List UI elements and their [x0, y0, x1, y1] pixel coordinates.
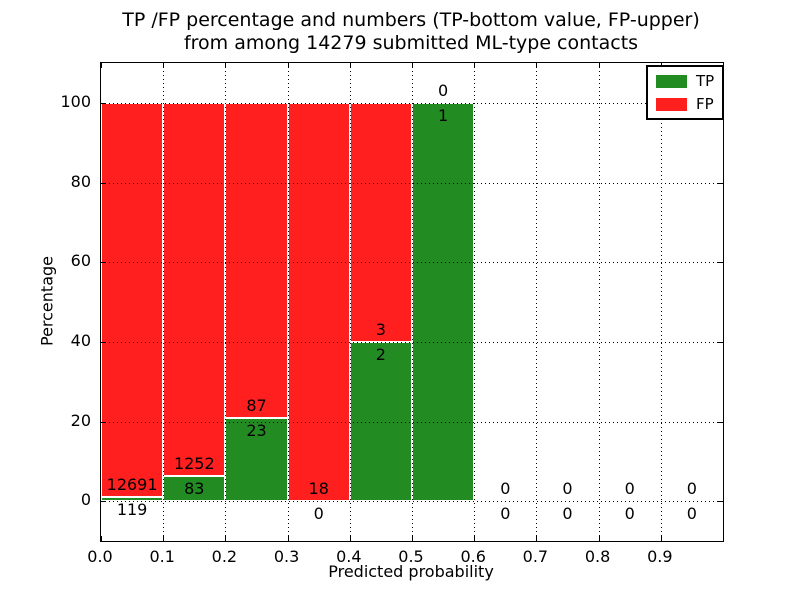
y-tick-mark-left	[101, 102, 106, 104]
fp-count-label: 87	[246, 395, 267, 415]
fp-count-label: 3	[375, 319, 386, 339]
bar-segment-fp	[163, 102, 226, 477]
x-tick-label: 0.5	[398, 547, 424, 566]
x-tick-mark-top	[287, 63, 289, 68]
x-tick-label: 0.9	[647, 547, 673, 566]
bar-segment-fp	[225, 102, 288, 418]
gridline-vertical	[349, 63, 351, 541]
gridline-vertical	[598, 63, 600, 541]
bar-segment-tp	[101, 497, 164, 502]
plot-area: 12691 119 1252 83 87 23 18 0 3 2 0 1 0 0 0 0 0 0 0 0	[100, 62, 724, 542]
x-tick-mark-bottom	[163, 536, 165, 541]
y-tick-label: 40	[70, 330, 91, 350]
tp-count-label: 0	[686, 504, 697, 524]
y-tick-mark-right	[718, 501, 723, 503]
gridline-vertical	[660, 63, 662, 541]
x-tick-label: 0.2	[211, 547, 238, 566]
y-axis-label: Percentage	[37, 255, 57, 347]
x-tick-mark-top	[536, 63, 538, 68]
legend: TP FP	[646, 65, 725, 120]
y-tick-mark-left	[101, 262, 106, 264]
bar-segment-tp	[412, 102, 475, 502]
x-tick-label: 0.1	[149, 547, 175, 566]
gridline-vertical	[474, 63, 476, 541]
x-tick-mark-bottom	[225, 536, 227, 541]
legend-label-fp: FP	[696, 95, 714, 113]
x-tick-mark-top	[474, 63, 476, 68]
x-tick-mark-bottom	[536, 536, 538, 541]
fp-count-label: 0	[686, 479, 697, 499]
fp-count-label: 0	[624, 479, 635, 499]
x-tick-label: 0.0	[87, 547, 113, 566]
x-tick-mark-top	[101, 63, 102, 68]
y-tick-label: 0	[80, 490, 91, 510]
tp-count-label: 0	[562, 504, 573, 524]
fp-count-label: 1252	[173, 454, 215, 474]
x-tick-label: 0.8	[584, 547, 611, 566]
y-tick-mark-right	[718, 182, 723, 184]
tp-count-label: 119	[116, 500, 148, 520]
tp-count-label: 0	[624, 504, 635, 524]
x-tick-mark-bottom	[474, 536, 476, 541]
tp-count-label: 1	[438, 105, 449, 125]
y-tick-label: 100	[60, 91, 91, 111]
y-tick-label: 20	[70, 410, 91, 430]
fp-count-label: 0	[562, 479, 573, 499]
x-tick-mark-bottom	[412, 536, 413, 541]
chart-title: TP /FP percentage and numbers (TP-bottom…	[61, 9, 761, 55]
chart-title-line1: TP /FP percentage and numbers (TP-bottom…	[122, 9, 700, 31]
y-tick-mark-right	[718, 341, 723, 343]
fp-color-swatch	[656, 97, 687, 111]
bar-segment-fp	[101, 102, 164, 498]
tp-count-label: 23	[246, 420, 267, 440]
tp-count-label: 2	[375, 344, 386, 364]
x-axis-label: Predicted probability	[328, 562, 494, 581]
y-tick-mark-left	[101, 501, 106, 503]
x-tick-label: 0.4	[336, 547, 362, 566]
y-tick-mark-left	[101, 182, 106, 184]
x-tick-mark-top	[225, 63, 227, 68]
y-tick-mark-right	[718, 421, 723, 423]
gridline-vertical	[536, 63, 538, 541]
gridline-vertical	[163, 63, 165, 541]
y-tick-label: 80	[70, 171, 91, 191]
x-tick-mark-top	[412, 63, 413, 68]
x-tick-label: 0.3	[273, 547, 300, 566]
y-tick-mark-right	[718, 262, 723, 264]
fp-count-label: 12691	[106, 475, 158, 495]
x-tick-mark-top	[598, 63, 600, 68]
chart-title-line2: from among 14279 submitted ML-type conta…	[183, 32, 639, 54]
y-tick-mark-left	[101, 341, 106, 343]
tp-count-label: 0	[313, 504, 324, 524]
bar-segment-tp	[349, 341, 412, 502]
x-tick-mark-top	[163, 63, 165, 68]
legend-label-tp: TP	[696, 72, 715, 90]
tp-color-swatch	[656, 74, 687, 88]
bar-segment-fp	[349, 102, 412, 342]
bar-segment-fp	[287, 102, 350, 502]
y-tick-label: 60	[70, 251, 91, 271]
fp-count-label: 0	[500, 479, 511, 499]
x-tick-label: 0.6	[460, 547, 486, 566]
legend-item-tp: TP	[656, 73, 714, 89]
fp-count-label: 0	[438, 80, 449, 100]
gridline-vertical	[225, 63, 227, 541]
bar-segment-tp	[225, 417, 288, 502]
legend-item-fp: FP	[656, 96, 714, 112]
tp-count-label: 83	[184, 479, 205, 499]
x-tick-mark-bottom	[287, 536, 289, 541]
x-tick-mark-bottom	[660, 536, 662, 541]
y-tick-mark-left	[101, 421, 106, 423]
x-tick-mark-bottom	[349, 536, 351, 541]
fp-count-label: 18	[308, 479, 329, 499]
gridline-vertical	[412, 63, 413, 541]
x-tick-mark-bottom	[101, 536, 102, 541]
gridline-vertical	[287, 63, 289, 541]
x-tick-label: 0.7	[522, 547, 549, 566]
x-tick-mark-bottom	[598, 536, 600, 541]
tp-count-label: 0	[500, 504, 511, 524]
x-tick-mark-top	[349, 63, 351, 68]
